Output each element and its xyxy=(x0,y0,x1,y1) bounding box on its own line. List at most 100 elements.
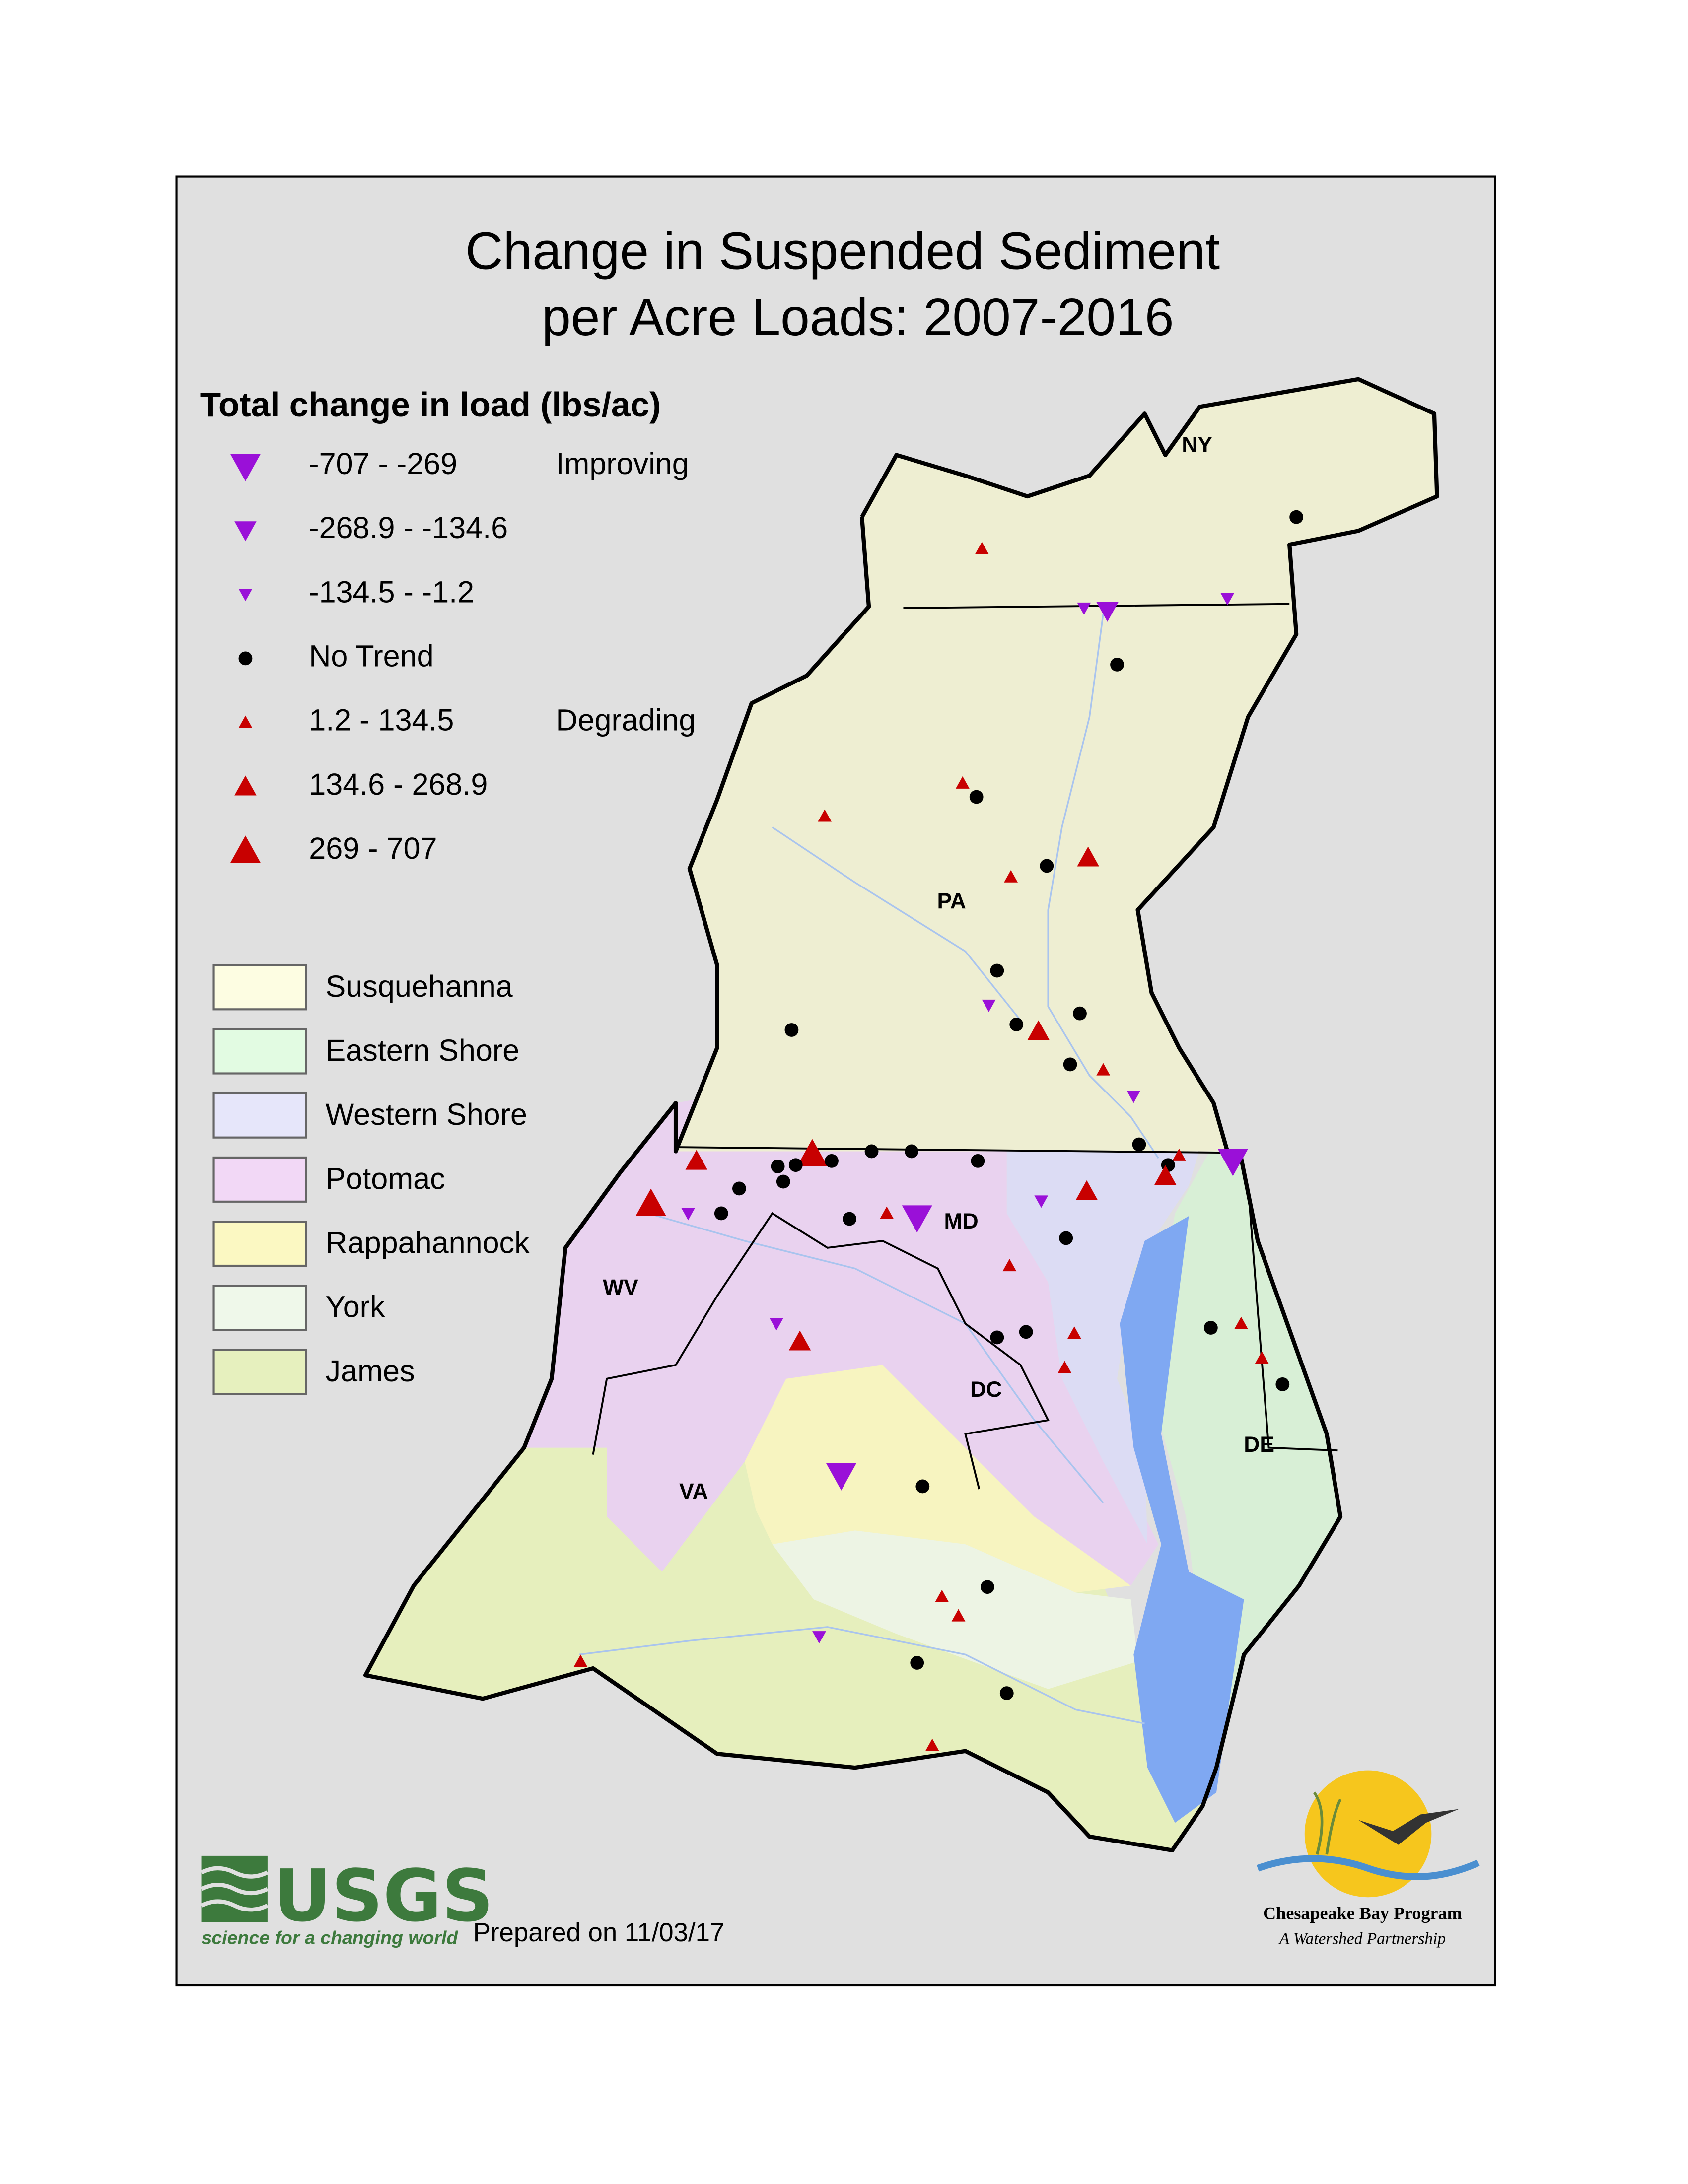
basin-james xyxy=(365,1378,1203,1850)
station-marker xyxy=(902,1205,932,1233)
station-marker xyxy=(915,1479,930,1494)
station-marker xyxy=(1204,1321,1218,1335)
region-label: Eastern Shore xyxy=(326,1033,520,1067)
region-label: York xyxy=(326,1290,385,1324)
river xyxy=(772,826,1021,1021)
usgs-logo: USGS science for a changing world xyxy=(200,1854,493,1948)
state-label: WV xyxy=(603,1275,638,1299)
station-marker xyxy=(1154,1165,1177,1185)
basin-susquehanna xyxy=(676,379,1437,1152)
station-marker xyxy=(1220,593,1235,606)
legend-label: -268.9 - -134.6 xyxy=(309,511,508,545)
station-marker xyxy=(1234,1316,1248,1329)
region-swatch xyxy=(212,1221,307,1267)
station-marker xyxy=(573,1654,588,1667)
station-marker xyxy=(1217,1149,1248,1176)
legend-label: 1.2 - 134.5 xyxy=(309,703,454,737)
river xyxy=(648,1212,1104,1503)
region-legend: Susquehanna Eastern Shore Western Shore Pot… xyxy=(212,964,530,1395)
station-marker xyxy=(714,1206,728,1221)
station-marker xyxy=(685,1150,707,1170)
station-marker xyxy=(982,999,996,1012)
station-marker xyxy=(732,1181,746,1196)
legend: -707 - -269 Improving -268.9 - -134.6 -134.… xyxy=(230,447,696,865)
cbp-bird xyxy=(1358,1809,1459,1845)
legend-symbol xyxy=(234,775,257,796)
station-marker xyxy=(1059,1231,1073,1245)
station-marker xyxy=(818,809,832,822)
region-swatch xyxy=(212,1092,307,1139)
station-marker xyxy=(1040,859,1054,873)
chesapeake-bay xyxy=(1120,1216,1244,1823)
station-marker xyxy=(1067,1326,1081,1339)
river xyxy=(1047,613,1159,1159)
stations xyxy=(573,510,1303,1751)
region-label: Susquehanna xyxy=(326,969,513,1003)
region-label: Western Shore xyxy=(326,1097,527,1131)
station-marker xyxy=(905,1144,918,1159)
station-marker xyxy=(1034,1195,1049,1208)
station-marker xyxy=(1027,1020,1050,1040)
basin-eastern-shore xyxy=(1147,1144,1340,1768)
station-marker xyxy=(784,1023,799,1037)
station-marker xyxy=(999,1686,1014,1700)
basin-western-shore xyxy=(1006,1103,1214,1545)
station-marker xyxy=(788,1330,811,1351)
basin-potomac xyxy=(524,1075,1159,1586)
state-labels: NY PA MD WV DC DE VA xyxy=(603,433,1274,1503)
state-label: PA xyxy=(937,889,966,914)
legend-symbol xyxy=(238,589,253,602)
region-swatch xyxy=(212,1156,307,1203)
legend-label: No Trend xyxy=(309,639,433,673)
cbp-grass xyxy=(1313,1791,1342,1855)
cbp-wave xyxy=(1257,1855,1480,1880)
station-marker xyxy=(1096,602,1119,622)
usgs-tagline: science for a changing world xyxy=(202,1927,459,1948)
station-marker xyxy=(864,1144,879,1159)
basin-york xyxy=(772,1530,1138,1689)
station-marker xyxy=(1172,1148,1186,1161)
map-title: per Acre Loads: 2007-2016 xyxy=(542,288,1174,346)
station-marker xyxy=(771,1160,785,1173)
legend-symbol xyxy=(234,521,257,542)
station-marker xyxy=(788,1158,803,1172)
station-marker xyxy=(956,776,970,789)
station-marker xyxy=(925,1738,939,1751)
state-label: NY xyxy=(1182,433,1212,457)
station-marker xyxy=(1073,1006,1087,1021)
watershed-outline xyxy=(363,377,1439,1852)
prepared-date: Prepared on 11/03/17 xyxy=(473,1918,725,1947)
region-swatch xyxy=(212,1349,307,1395)
station-marker xyxy=(1004,870,1018,883)
station-marker xyxy=(935,1589,949,1602)
region-swatch xyxy=(212,964,307,1011)
region-label: James xyxy=(326,1354,415,1388)
state-border xyxy=(676,1146,1228,1154)
legend-label: 269 - 707 xyxy=(309,831,437,865)
map-title: Change in Suspended Sediment xyxy=(465,222,1220,280)
state-border xyxy=(1247,1185,1338,1452)
station-marker xyxy=(1126,1091,1141,1103)
legend-symbol xyxy=(238,715,253,728)
region-label: Rappahannock xyxy=(326,1226,530,1259)
state-label: DC xyxy=(970,1377,1002,1402)
legend-symbol xyxy=(238,651,253,666)
station-marker xyxy=(1275,1377,1290,1391)
station-marker xyxy=(681,1208,695,1221)
basins xyxy=(363,377,1439,1852)
station-marker xyxy=(1057,1361,1072,1373)
legend-title: Total change in load (lbs/ac) xyxy=(200,385,661,424)
state-label: DE xyxy=(1244,1433,1274,1457)
cbp-name: Chesapeake Bay Program xyxy=(1263,1904,1462,1923)
state-label: VA xyxy=(679,1479,708,1503)
station-marker xyxy=(1002,1259,1017,1272)
state-label: MD xyxy=(944,1209,979,1233)
station-marker xyxy=(770,1318,783,1331)
station-marker xyxy=(1077,602,1091,615)
station-marker xyxy=(1075,1180,1098,1200)
station-marker xyxy=(975,542,989,554)
station-marker xyxy=(826,1463,856,1491)
station-marker xyxy=(1063,1057,1077,1072)
region-label: Potomac xyxy=(326,1161,445,1195)
region-swatch xyxy=(212,1285,307,1331)
